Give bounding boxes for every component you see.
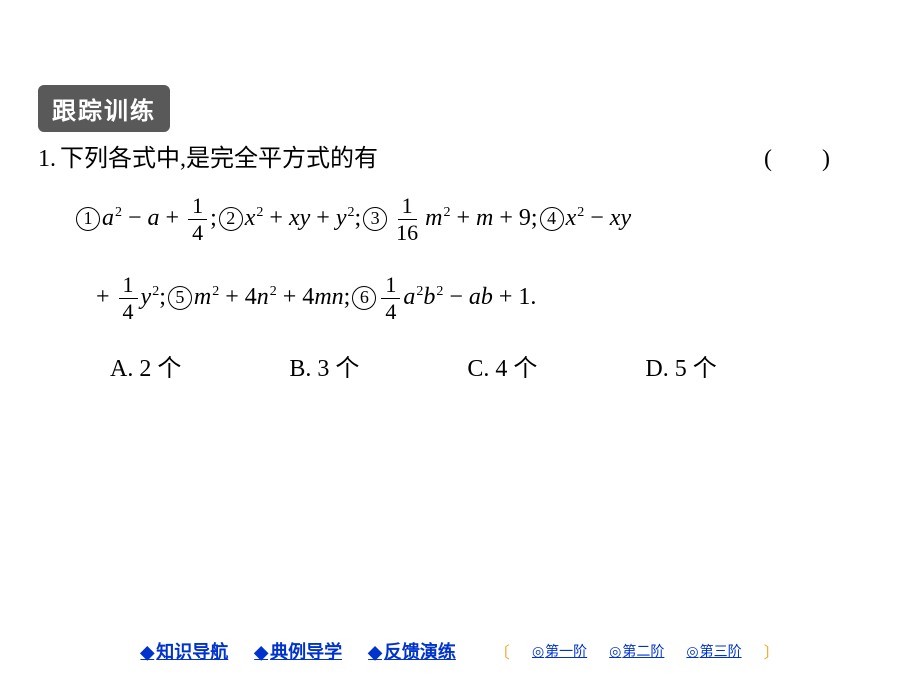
nav-sub-link-1[interactable]: ◎第一阶 [532,641,587,661]
expr-3: 116m2 + m + 9; [389,192,537,245]
bottom-nav: ◆知识导航 ◆典例导学 ◆反馈演练 〔 ◎第一阶 ◎第二阶 ◎第三阶 〕 [0,638,920,664]
nav-link-examples[interactable]: ◆典例导学 [254,638,342,664]
nav-sub-link-3[interactable]: ◎第三阶 [686,641,741,661]
question-number: 1. [38,140,56,178]
math-line-2: + 14y2; 5 m2 + 4n2 + 4mn; 6 14a2b2 − ab … [96,271,880,324]
bracket-close: 〕 [764,639,780,663]
question-stem: 1. 下列各式中,是完全平方式的有 () [38,140,880,178]
expr-6: 14a2b2 − ab + 1. [378,271,536,324]
option-b: B. 3 个 [289,350,359,388]
item-marker-6: 6 [352,286,376,310]
option-d: D. 5 个 [645,350,716,388]
expr-1: a2 − a + 14; [102,192,217,245]
bracket-open: 〔 [494,639,510,663]
item-marker-3: 3 [363,207,387,231]
expr-4b: + 14y2; [96,271,166,324]
stem-text: 下列各式中,是完全平方式的有 [60,140,564,178]
option-c: C. 4 个 [467,350,537,388]
expr-4a: x2 − xy [566,192,632,245]
math-expressions: 1 a2 − a + 14; 2 x2 + xy + y2; 3 116m2 +… [74,192,880,324]
answer-paren: () [764,140,880,178]
item-marker-5: 5 [168,286,192,310]
nav-sub: 〔 ◎第一阶 ◎第二阶 ◎第三阶 〕 [494,639,780,663]
item-marker-1: 1 [76,207,100,231]
item-marker-2: 2 [219,207,243,231]
section-badge: 跟踪训练 [38,85,170,132]
math-line-1: 1 a2 − a + 14; 2 x2 + xy + y2; 3 116m2 +… [74,192,880,245]
question-block: 1. 下列各式中,是完全平方式的有 () 1 a2 − a + 14; 2 x2… [38,140,880,388]
nav-link-feedback[interactable]: ◆反馈演练 [368,638,456,664]
nav-link-knowledge[interactable]: ◆知识导航 [140,638,228,664]
item-marker-4: 4 [540,207,564,231]
options-row: A. 2 个 B. 3 个 C. 4 个 D. 5 个 [110,350,880,388]
option-a: A. 2 个 [110,350,181,388]
nav-sub-link-2[interactable]: ◎第二阶 [609,641,664,661]
expr-5: m2 + 4n2 + 4mn; [194,271,350,324]
expr-2: x2 + xy + y2; [245,192,361,245]
nav-main: ◆知识导航 ◆典例导学 ◆反馈演练 [140,638,456,664]
